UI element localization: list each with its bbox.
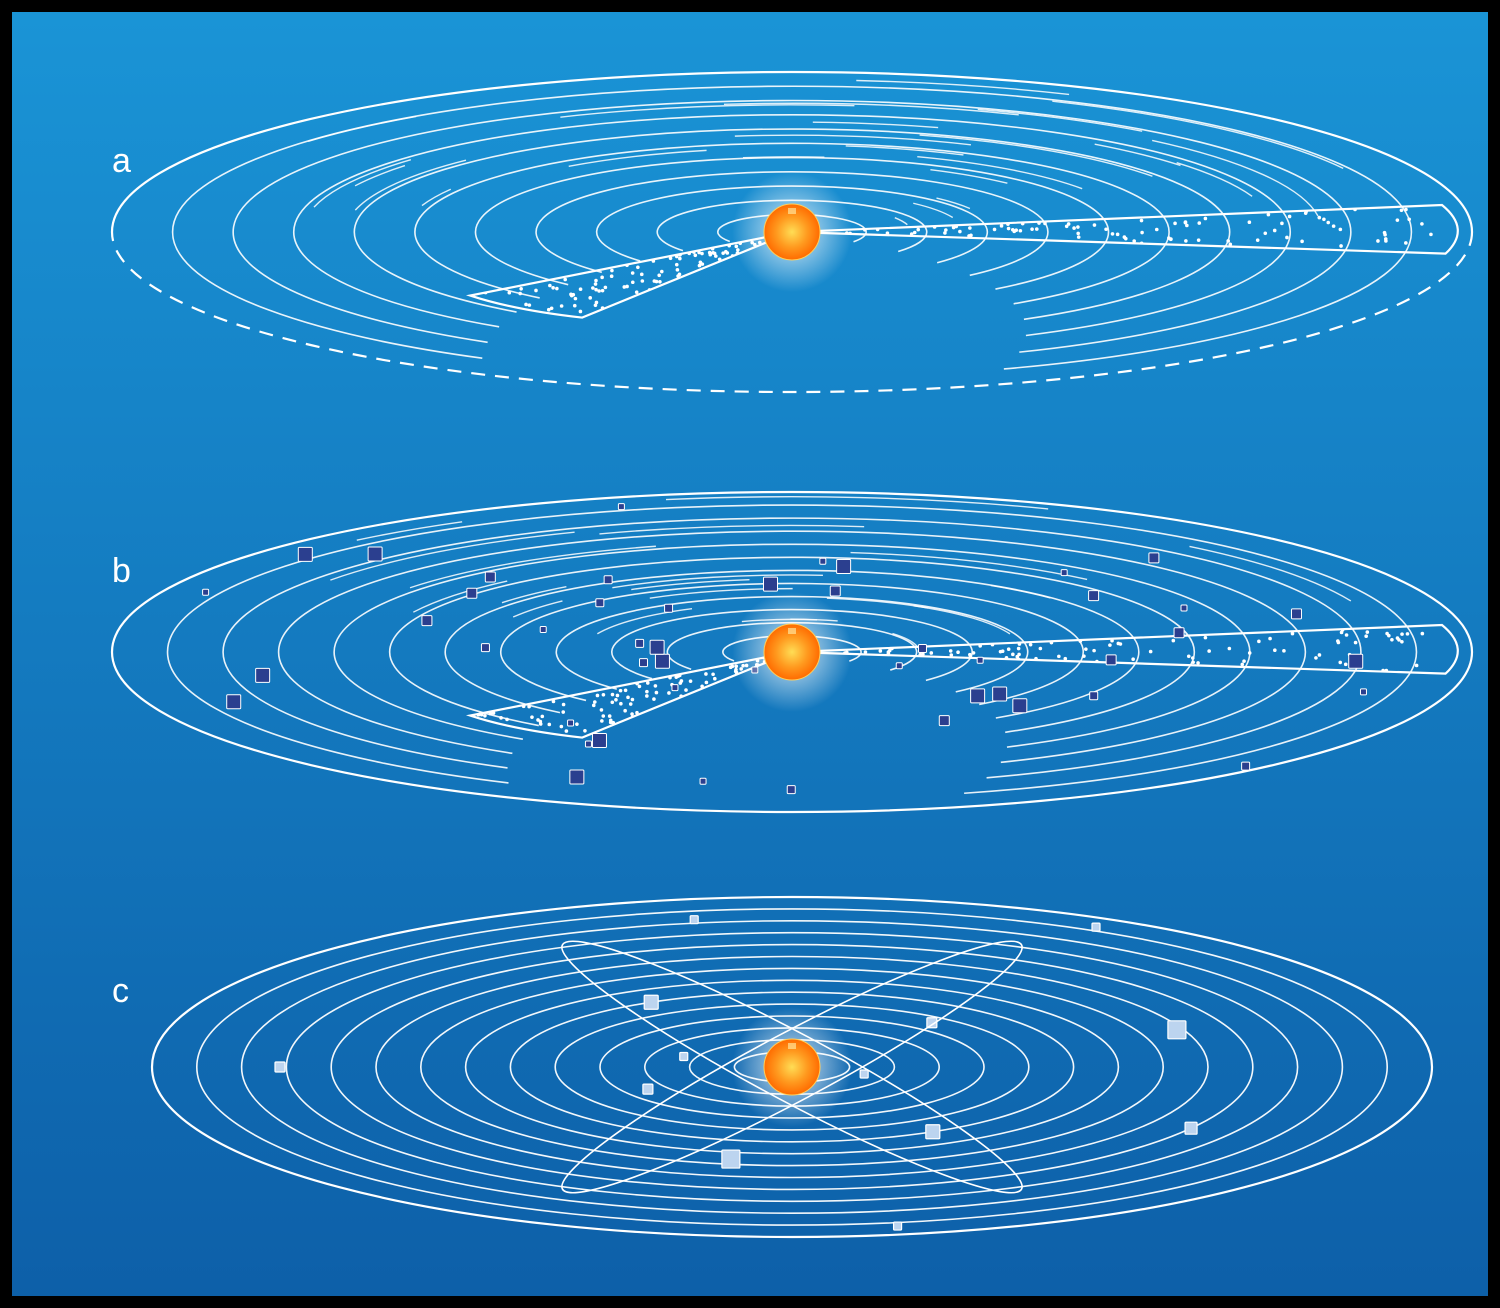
diagram-svg (12, 12, 1494, 1302)
label-c: c (112, 972, 129, 1011)
label-a: a (112, 142, 131, 181)
diagram-frame: a b c (6, 6, 1494, 1302)
label-b: b (112, 552, 131, 591)
